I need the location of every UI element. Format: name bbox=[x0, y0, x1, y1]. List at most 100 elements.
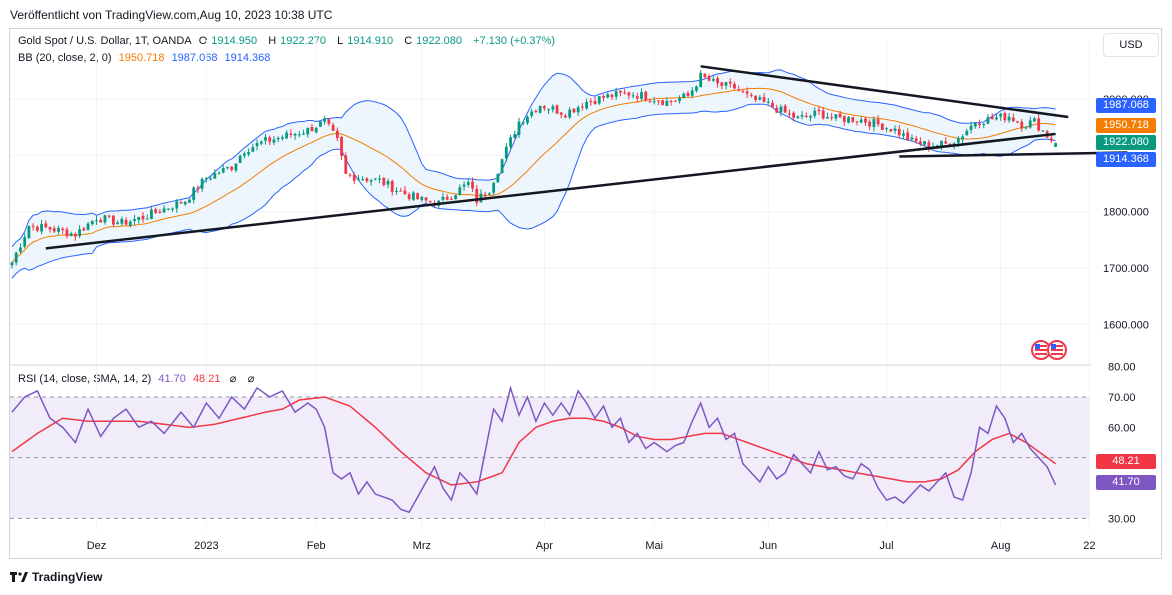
candle bbox=[1020, 119, 1024, 132]
candle bbox=[120, 216, 124, 226]
candle-body bbox=[716, 78, 719, 84]
candle bbox=[323, 115, 327, 125]
price-legend: Gold Spot / U.S. Dollar, 1T, OANDA O 1914… bbox=[18, 35, 559, 47]
candle bbox=[213, 169, 217, 179]
candle-body bbox=[297, 134, 301, 136]
candle-body bbox=[568, 109, 572, 118]
rsi-label[interactable]: RSI (14, close, SMA, 14, 2) bbox=[18, 373, 152, 385]
candle bbox=[631, 92, 635, 99]
time-axis-label: Mrz bbox=[413, 540, 431, 552]
candle bbox=[695, 85, 698, 93]
candle-body bbox=[162, 208, 166, 213]
candle bbox=[281, 135, 284, 141]
candle bbox=[399, 187, 403, 192]
candle-body bbox=[509, 137, 512, 147]
candle bbox=[783, 103, 787, 113]
candle bbox=[978, 119, 981, 129]
candle-body bbox=[627, 92, 631, 96]
rsi-sma-tag: 48.21 bbox=[1096, 454, 1156, 469]
candle-body bbox=[918, 141, 922, 145]
tradingview-brand[interactable]: TradingView bbox=[10, 570, 102, 584]
candle bbox=[876, 114, 880, 127]
candle-body bbox=[488, 193, 491, 195]
candle-body bbox=[521, 122, 525, 124]
candle-body bbox=[551, 106, 555, 110]
time-axis-label: Dez bbox=[87, 540, 107, 552]
candle bbox=[766, 97, 770, 105]
bb-label[interactable]: BB (20, close, 2, 0) bbox=[18, 52, 112, 64]
candle bbox=[31, 223, 35, 231]
candle bbox=[927, 139, 931, 152]
candle bbox=[842, 115, 846, 126]
candle bbox=[416, 192, 419, 200]
candle bbox=[530, 109, 534, 119]
candle-body bbox=[407, 194, 411, 200]
us-flag-icon[interactable] bbox=[1031, 340, 1051, 360]
candle bbox=[1054, 142, 1057, 147]
candle-body bbox=[885, 128, 888, 130]
candle bbox=[107, 214, 111, 219]
candle-body bbox=[251, 147, 255, 152]
candle bbox=[407, 192, 411, 201]
candle-body bbox=[281, 137, 284, 139]
currency-button[interactable]: USD bbox=[1103, 33, 1159, 57]
candle-body bbox=[593, 101, 597, 104]
candle bbox=[1011, 113, 1015, 123]
candle-body bbox=[416, 193, 419, 200]
candle-body bbox=[830, 117, 834, 119]
us-flag-icon[interactable] bbox=[1047, 340, 1067, 360]
hide-icon[interactable]: ⌀ bbox=[229, 373, 237, 385]
candle bbox=[445, 194, 449, 201]
candle-body bbox=[775, 107, 779, 113]
candle-body bbox=[999, 113, 1003, 117]
candle-body bbox=[403, 190, 407, 195]
candle bbox=[965, 128, 969, 136]
candle-body bbox=[935, 145, 939, 147]
symbol-label[interactable]: Gold Spot / U.S. Dollar, 1T, OANDA bbox=[18, 35, 192, 47]
candle bbox=[623, 88, 627, 95]
bb-upper-tag: 1987.068 bbox=[1096, 98, 1156, 113]
candle-body bbox=[1033, 118, 1036, 122]
candle-body bbox=[40, 224, 43, 232]
candle-body bbox=[411, 192, 415, 200]
candle bbox=[382, 177, 386, 187]
candle-body bbox=[382, 177, 386, 186]
candle-body bbox=[226, 167, 229, 169]
candle bbox=[982, 123, 986, 129]
candle-body bbox=[14, 252, 18, 263]
candle-body bbox=[686, 93, 690, 96]
time-axis-label: Feb bbox=[307, 540, 326, 552]
candle-body bbox=[817, 109, 821, 112]
candle-body bbox=[842, 116, 846, 122]
candle-body bbox=[99, 219, 103, 223]
candle bbox=[864, 116, 867, 126]
candle bbox=[902, 129, 905, 140]
candle-body bbox=[559, 112, 563, 115]
candle-body bbox=[166, 208, 170, 210]
candle bbox=[251, 143, 255, 153]
candle-body bbox=[682, 93, 686, 99]
candle bbox=[961, 134, 965, 144]
candle-body bbox=[572, 108, 576, 113]
candle bbox=[910, 134, 914, 141]
candle-body bbox=[826, 117, 829, 119]
candle-body bbox=[327, 119, 331, 124]
candle bbox=[741, 90, 745, 94]
candle-body bbox=[644, 91, 648, 100]
candle-body bbox=[289, 133, 293, 135]
time-axis-label: Jun bbox=[759, 540, 777, 552]
bb-upper-line bbox=[11, 69, 1056, 248]
candle bbox=[319, 121, 322, 127]
chart-frame bbox=[9, 28, 1162, 559]
candle bbox=[576, 105, 580, 116]
candle bbox=[999, 112, 1003, 121]
candle-body bbox=[344, 155, 348, 174]
candle-body bbox=[728, 81, 732, 84]
candle-body bbox=[86, 223, 90, 230]
candle bbox=[209, 175, 212, 181]
candle bbox=[652, 97, 656, 105]
hide-icon[interactable]: ⌀ bbox=[247, 373, 255, 385]
candle bbox=[86, 221, 90, 231]
candle bbox=[521, 121, 525, 126]
